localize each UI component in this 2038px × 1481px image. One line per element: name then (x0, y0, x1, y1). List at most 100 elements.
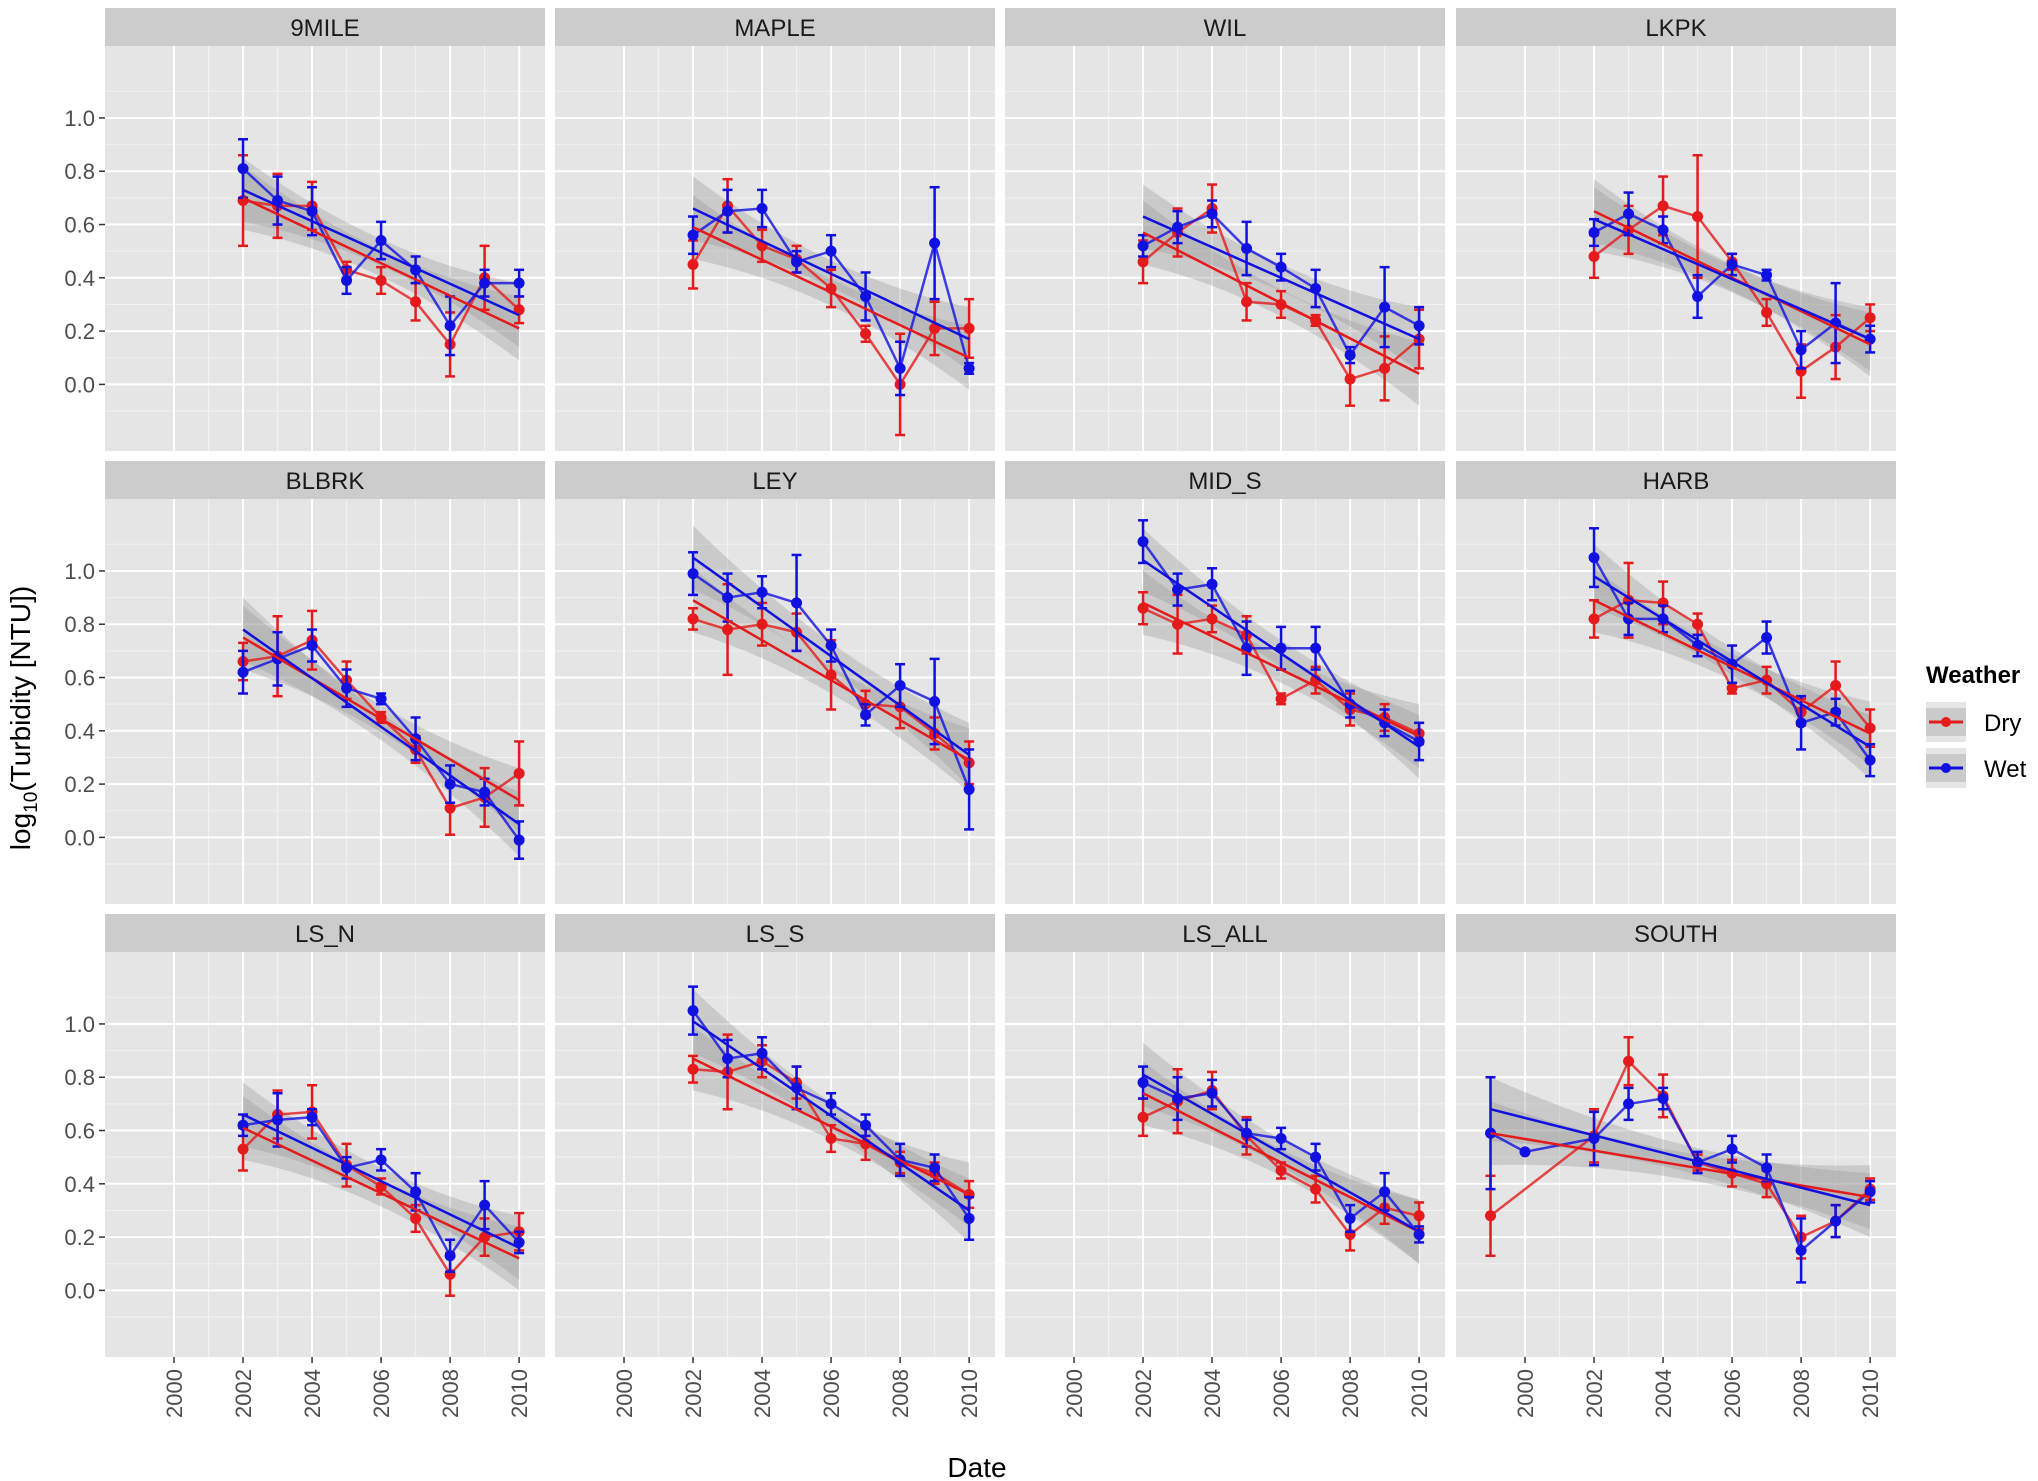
y-tick-label: 0.6 (64, 666, 95, 691)
y-tick-label: 0.8 (64, 612, 95, 637)
data-point-dry (1241, 296, 1253, 308)
trend-line-dry (692, 226, 970, 359)
data-point-wet (1692, 290, 1704, 302)
facet-mid_s: MID_S (1005, 461, 1445, 904)
trend-line-wet (1142, 559, 1420, 748)
data-point-wet (1519, 1146, 1531, 1158)
data-point-wet (963, 1212, 975, 1224)
trend-line-dry (1142, 601, 1420, 738)
trend-line-wet (692, 1020, 970, 1212)
facet-strip-label: MID_S (1188, 468, 1261, 495)
x-tick-label: 2000 (1513, 1369, 1538, 1418)
legend-key-wet-point (1941, 763, 1951, 773)
x-tick-label: 2000 (1062, 1369, 1087, 1418)
x-tick-label: 2004 (300, 1369, 325, 1418)
trend-line-wet (1490, 1107, 1871, 1207)
facet-strip-label: LS_ALL (1182, 921, 1267, 948)
facet-strip (555, 8, 995, 46)
data-point-wet (1137, 1077, 1149, 1089)
facet-blbrk: BLBRK (105, 461, 545, 904)
data-point-wet (1795, 717, 1807, 729)
x-tick-label: 2010 (507, 1369, 532, 1418)
data-point-wet (825, 1098, 837, 1110)
data-point-wet (1137, 240, 1149, 252)
x-axis: 2000 2002 2004 2006 2008 2010 2000 2002 2004 2006… (162, 1357, 1883, 1418)
y-tick-label: 0.4 (64, 1172, 95, 1197)
data-point-wet (479, 1199, 491, 1211)
data-point-dry (687, 258, 699, 270)
legend-label-wet: Wet (1984, 756, 2027, 783)
x-axis-title: Date (947, 1452, 1006, 1481)
facet-strip (555, 914, 995, 952)
data-point-wet (444, 778, 456, 790)
y-axis-title-rest: (Turbidity [NTU]) (5, 586, 36, 792)
data-point-dry (1657, 200, 1669, 212)
data-point-wet (929, 1162, 941, 1174)
trend-line-dry (1490, 1131, 1871, 1199)
data-point-wet (341, 682, 353, 694)
data-point-dry (410, 296, 422, 308)
x-tick-label: 2006 (1269, 1369, 1294, 1418)
data-point-wet (1241, 243, 1253, 254)
data-point-dry (375, 274, 387, 286)
trend-line-dry (242, 636, 520, 802)
x-tick-label: 2010 (1858, 1369, 1883, 1418)
facet-strip (555, 461, 995, 499)
data-point-wet (825, 640, 837, 652)
facet-ls_all: LS_ALL (1005, 914, 1445, 1357)
facet-strip-label: LEY (752, 468, 797, 495)
x-tick-label: 2008 (1789, 1369, 1814, 1418)
facet-strip-label: LKPK (1645, 15, 1706, 42)
x-tick-label: 2008 (1338, 1369, 1363, 1418)
data-point-wet (1761, 1162, 1773, 1174)
series-wet (1137, 1065, 1425, 1244)
facet-strip (105, 914, 545, 952)
data-point-wet (1726, 258, 1738, 270)
facet-strip-label: LS_S (746, 921, 805, 948)
y-tick-label: 1.0 (64, 559, 95, 584)
data-point-dry (1588, 250, 1600, 262)
panel-background (1005, 952, 1445, 1357)
facet-wil: WIL (1005, 8, 1445, 451)
x-tick-label: 2002 (1131, 1369, 1156, 1418)
data-point-wet (756, 1047, 768, 1059)
data-point-wet (306, 205, 318, 217)
data-point-wet (410, 1186, 422, 1198)
facet-south: SOUTH (1456, 914, 1896, 1357)
x-tick-label: 2002 (1582, 1369, 1607, 1418)
data-point-dry (722, 624, 734, 636)
data-point-dry (1379, 362, 1391, 374)
data-point-wet (1206, 578, 1218, 590)
data-point-wet (1761, 269, 1773, 281)
trend-line-dry (242, 1126, 520, 1260)
data-point-wet (1379, 301, 1391, 313)
data-point-wet (306, 640, 318, 652)
data-point-dry (1830, 680, 1842, 692)
data-point-wet (1795, 344, 1807, 356)
facet-strip (1005, 8, 1445, 46)
data-point-wet (687, 568, 699, 580)
y-tick-label: 0.0 (64, 1278, 95, 1303)
trend-line-wet (1593, 575, 1871, 748)
x-tick-label: 2000 (162, 1369, 187, 1418)
series-wet (1137, 199, 1425, 365)
facet-strip-label: BLBRK (286, 468, 365, 495)
facet-harb: HARB (1456, 461, 1896, 904)
x-tick-label: 2004 (1200, 1369, 1225, 1418)
y-tick-label: 0.8 (64, 1065, 95, 1090)
y-axis-title-subscript: 10 (21, 792, 42, 813)
data-point-dry (1137, 256, 1149, 268)
facet-ls_n: LS_N (105, 914, 545, 1357)
data-point-dry (1692, 211, 1704, 223)
data-point-wet (375, 235, 387, 247)
facet-maple: MAPLE (555, 8, 995, 451)
facet-strip-label: MAPLE (734, 15, 815, 42)
y-tick-label: 0.0 (64, 372, 95, 397)
data-point-dry (825, 1133, 837, 1145)
data-point-dry (1310, 1183, 1322, 1195)
data-point-wet (444, 1250, 456, 1262)
data-point-wet (479, 277, 491, 289)
data-point-dry (1864, 312, 1876, 324)
data-point-wet (272, 1114, 284, 1126)
data-point-dry (687, 613, 699, 625)
